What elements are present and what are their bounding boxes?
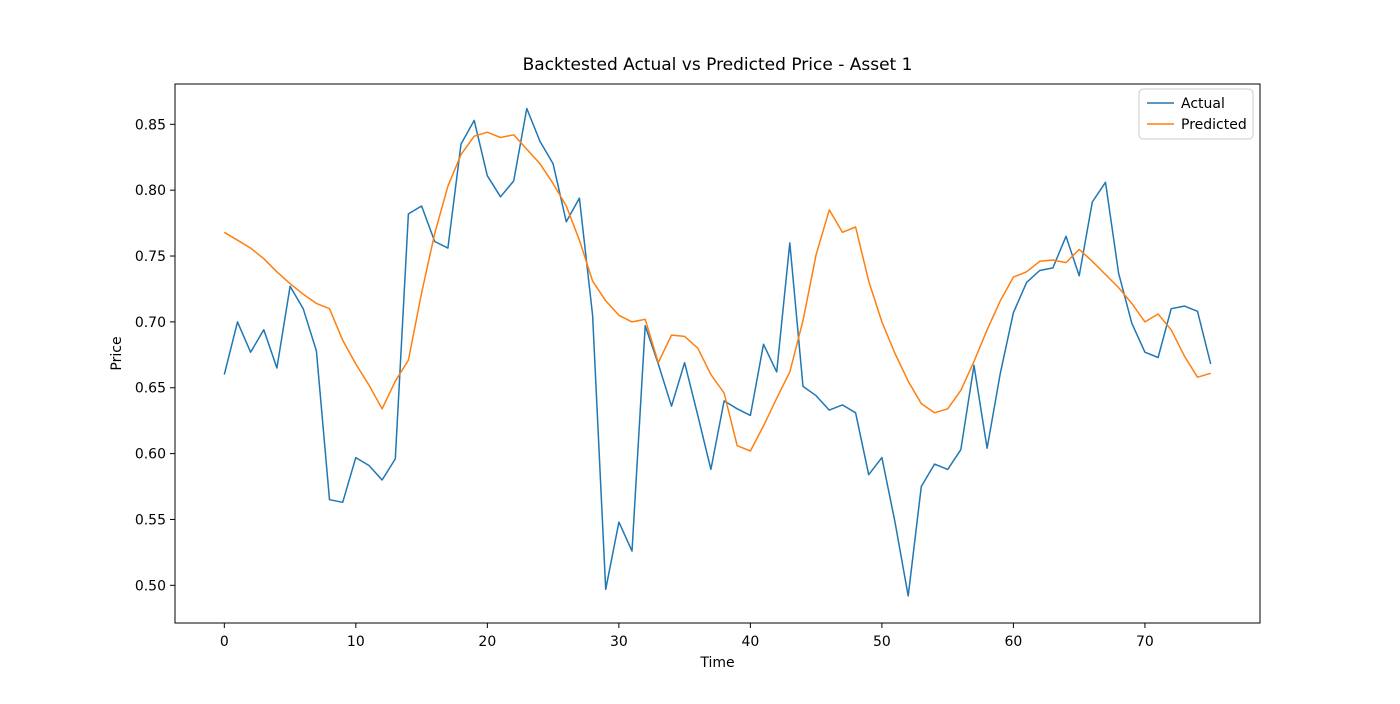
x-tick-label: 30 [610,634,628,650]
x-tick-label: 10 [347,634,365,650]
y-tick-label: 0.50 [135,578,166,594]
x-tick-label: 20 [478,634,496,650]
series-lines [223,107,1212,597]
legend-box [1138,88,1254,140]
y-axis-label: Price [109,336,125,370]
line-actual [223,107,1212,597]
y-tick-label: 0.60 [135,447,166,463]
x-axis-label: Time [699,655,734,671]
plot-area [174,83,1261,624]
x-tick-label: 0 [220,634,229,650]
y-tick-label: 0.70 [135,315,166,331]
x-tick-label: 70 [1136,634,1154,650]
y-tick-label: 0.55 [135,512,166,528]
y-axis: 0.50 0.55 0.60 0.65 0.70 0.75 0.80 0.85 [135,117,175,594]
legend: Actual Predicted [1138,88,1254,140]
legend-label-predicted: Predicted [1181,117,1247,133]
x-tick-label: 40 [741,634,759,650]
x-tick-label: 60 [1004,634,1022,650]
y-tick-label: 0.75 [135,249,166,265]
legend-label-actual: Actual [1181,96,1225,112]
line-predicted [223,131,1211,452]
y-tick-label: 0.85 [135,117,166,133]
x-axis: 0 10 20 30 40 50 60 70 [220,623,1154,650]
y-tick-label: 0.65 [135,381,166,397]
chart-title: Backtested Actual vs Predicted Price - A… [523,55,913,75]
y-tick-label: 0.80 [135,183,166,199]
x-tick-label: 50 [873,634,891,650]
